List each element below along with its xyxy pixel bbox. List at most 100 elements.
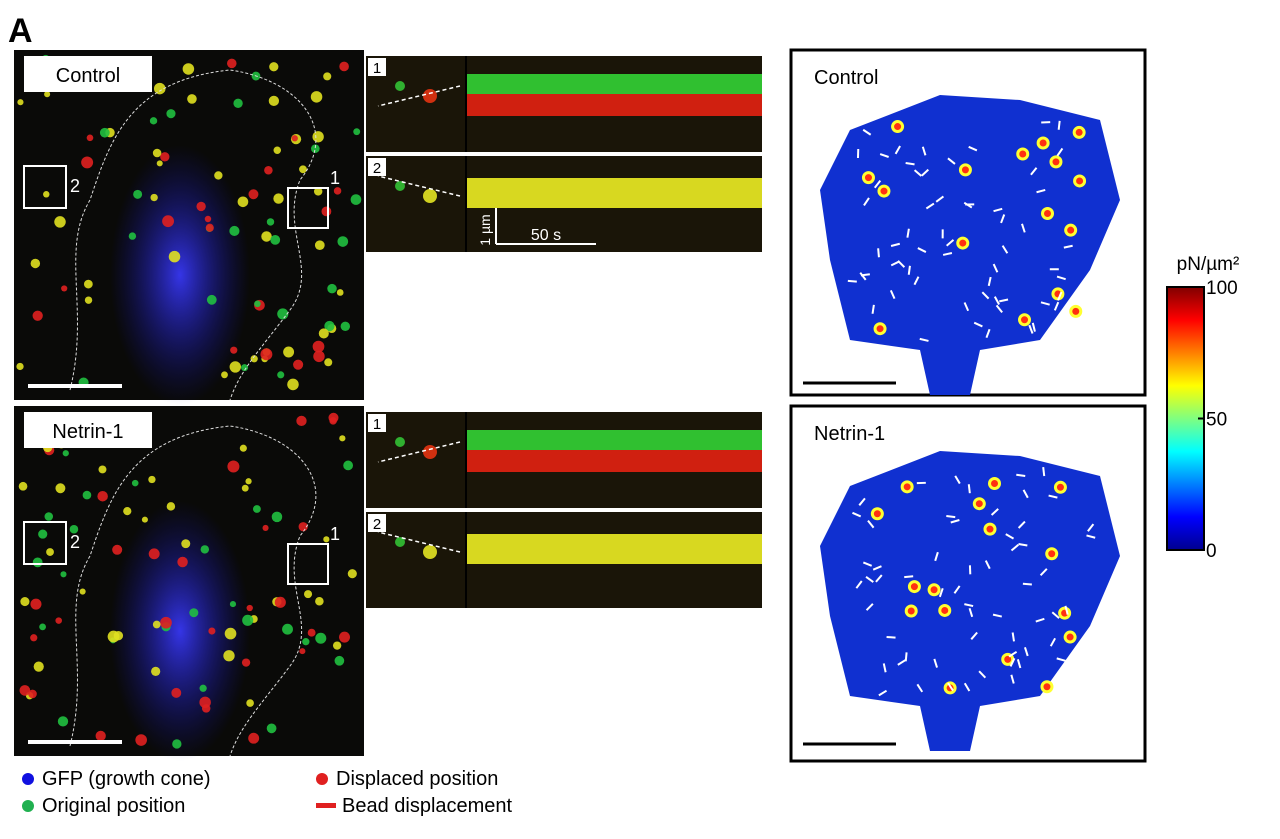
bead [267,218,274,225]
kymo-green [466,430,762,450]
roi-label: 2 [70,176,80,196]
traction-hotspot [1020,315,1030,325]
bead [233,99,242,108]
bead [348,569,357,578]
bead [44,512,53,521]
bead [114,631,123,640]
bead [151,667,160,676]
bead [199,697,211,709]
bead [55,617,62,624]
bead [423,189,437,203]
kymo-red [466,450,762,472]
bead [287,379,299,391]
bead [87,134,94,141]
bead [242,485,249,492]
bead [264,166,273,175]
traction-hotspot [985,524,995,534]
bead [274,147,281,154]
bead [142,517,148,523]
bead [263,525,269,531]
bead [273,193,283,203]
bead [254,300,261,307]
bead [227,461,239,473]
bead [123,507,131,515]
traction-hotspot [960,165,970,175]
bead [225,628,237,640]
force-arrow [906,163,915,164]
bead [30,599,41,610]
bead [150,194,157,201]
bead [230,361,241,372]
bead [227,59,237,69]
bead [167,502,175,510]
bead [423,89,437,103]
traction-hotspot [893,122,903,132]
bead [83,491,92,500]
bead [60,571,66,577]
bead [16,363,23,370]
bead [166,109,175,118]
traction-hotspot [958,238,968,248]
bead [54,216,65,227]
bead [315,597,324,606]
force-arrow [887,637,896,638]
force-arrow [946,516,955,517]
bead [339,62,349,72]
bead [85,296,92,303]
bead [33,311,43,321]
bead [58,716,68,726]
bead [39,623,46,630]
traction-hotspot [1043,208,1053,218]
bead [270,235,280,245]
bead [334,187,342,195]
bead [98,465,106,473]
roi-label: 1 [330,524,340,544]
roi-label: 1 [330,168,340,188]
bead [160,617,172,629]
bead [315,240,325,250]
bead [333,641,341,649]
kymo-red [466,94,762,116]
legend-marker [316,803,336,808]
bead [327,284,336,293]
force-arrow [904,576,913,577]
traction-hotspot [863,173,873,183]
bead [17,99,23,105]
bead [189,608,198,617]
bead [148,476,155,483]
bead [207,295,217,305]
bead [229,226,239,236]
bead [80,588,86,594]
bead [272,512,283,523]
traction-hotspot [909,582,919,592]
bead [61,285,67,291]
force-map-label: Control [814,67,878,89]
bead [214,171,222,179]
legend-label: Original position [42,795,185,817]
force-arrow [1059,121,1060,130]
bead [246,699,254,707]
traction-hotspot [902,482,912,492]
bead [199,685,206,692]
bead [275,597,286,608]
colorbar-tick-label: 0 [1206,541,1217,562]
bead [172,739,181,748]
bead [196,202,205,211]
bead [296,416,306,426]
bead [261,231,272,242]
bead [205,216,211,222]
bead [112,545,122,555]
bead [335,656,345,666]
bead [242,615,253,626]
kymo-label: 1 [373,60,381,77]
bead [337,236,348,247]
kymo-label: 2 [373,160,381,177]
kymo-label: 1 [373,416,381,433]
traction-hotspot [872,509,882,519]
bead [292,135,298,141]
bead [248,189,258,199]
bead [38,530,47,539]
bead [423,545,437,559]
bead [238,196,249,207]
traction-hotspot [1047,549,1057,559]
